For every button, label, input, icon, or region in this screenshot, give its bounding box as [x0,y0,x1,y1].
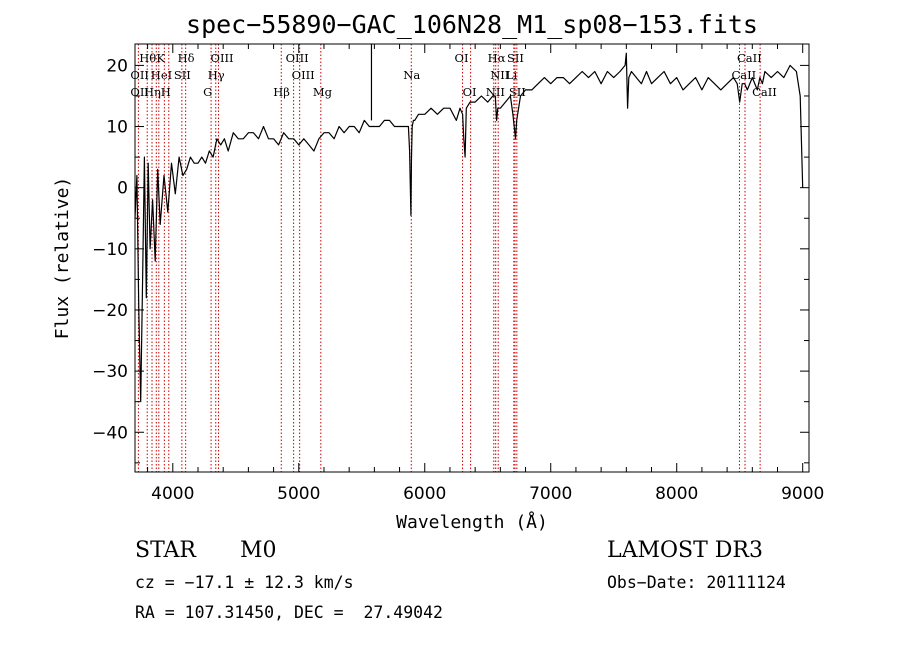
x-tick-label: 4000 [151,484,194,504]
x-tick-label: 9000 [781,484,824,504]
spectral-line-label: SII [174,68,191,82]
y-axis: −40 −30 −20 −10 0 10 20 [92,56,809,464]
spectral-line-label: Hβ [273,85,290,99]
spectral-line-label: Hδ [178,51,195,65]
spectral-line-label: OIII [286,51,309,65]
spectral-line-label: NII [486,85,505,99]
plot-frame [134,43,810,473]
spectral-line-label: SII [509,85,526,99]
spectral-line-label: OI [455,51,469,65]
spectral-line-label: OII [130,68,149,82]
spectral-line-label: K [156,51,165,65]
spectral-line-label: Hγ [208,68,225,82]
spectral-line-label: CaII [731,68,756,82]
x-tick-label: 7000 [529,484,572,504]
spectral-line-label: Hη [144,85,161,99]
spectral-line-label: Hα [488,51,506,65]
spectral-line-label: CaII [752,85,777,99]
spectrum-line [134,52,804,403]
spectral-line-label: Hθ [139,51,156,65]
observation-date: Obs−Date: 20111124 [607,573,786,592]
x-tick-label: 5000 [277,484,320,504]
ra-dec-coordinates: RA = 107.31450, DEC = 27.49042 [135,603,443,622]
y-axis-label: Flux (relative) [52,177,73,340]
y-tick-label: 0 [117,179,128,199]
y-tick-label: 10 [106,118,128,138]
spectral-line-label: NII [490,68,509,82]
x-axis-label: Wavelength (Å) [396,511,548,533]
redshift-cz: cz = −17.1 ± 12.3 km/s [135,573,354,592]
spectral-line-label: Li [506,68,518,82]
y-tick-label: −30 [92,362,128,382]
object-class: STAR [135,538,196,563]
y-tick-label: −10 [92,240,128,260]
spectral-line-label: H [161,85,171,99]
spectral-line-label: SII [507,51,524,65]
x-tick-label: 6000 [403,484,446,504]
chart-title: spec−55890−GAC_106N28_M1_sp08−153.fits [186,10,758,39]
object-subclass: M0 [240,538,277,563]
y-tick-label: 20 [106,56,128,76]
spectral-line-label: OIII [292,68,315,82]
y-tick-label: −20 [92,301,128,321]
x-tick-label: 8000 [655,484,698,504]
spectral-line-label: CaII [737,51,762,65]
x-axis: 4000 5000 6000 7000 8000 9000 [147,44,824,504]
spectral-line-label: G [203,85,212,99]
spectral-line-label: HeI [151,68,172,82]
spectral-line-label: Na [403,68,420,82]
spectral-line-label: OI [463,85,477,99]
y-tick-label: −40 [92,423,128,443]
spectral-line-label: OIII [211,51,234,65]
spectral-line-label: Mg [313,85,333,99]
survey-name: LAMOST DR3 [607,538,763,563]
